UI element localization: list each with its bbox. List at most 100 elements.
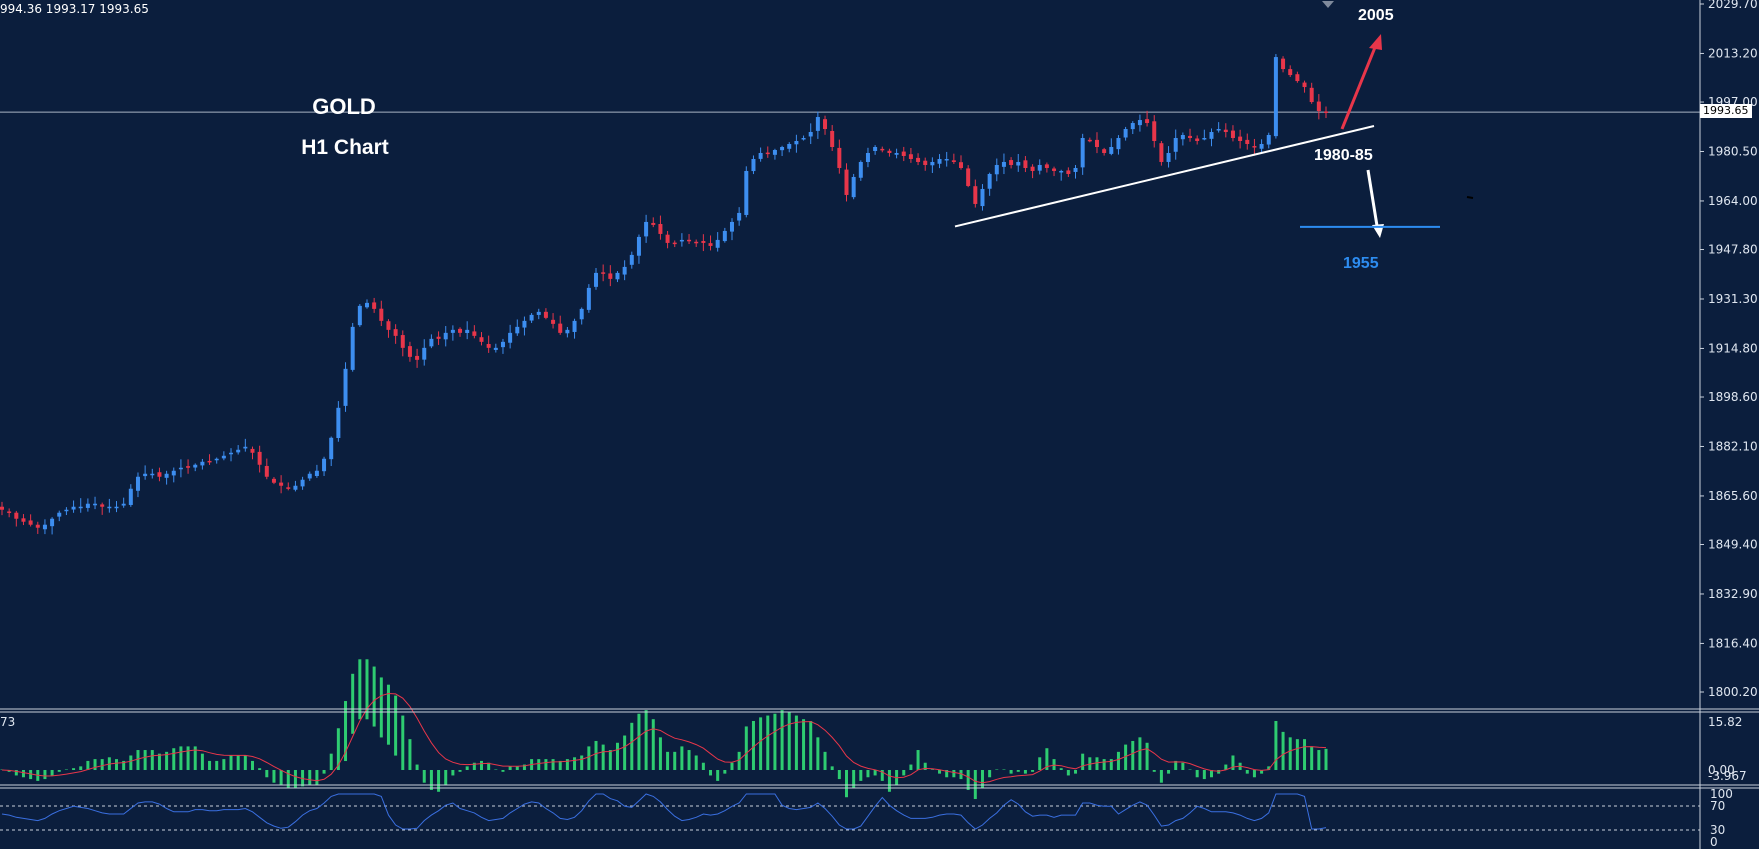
macd-bar bbox=[966, 770, 970, 790]
candle-body bbox=[1137, 120, 1142, 126]
macd-bar bbox=[200, 753, 204, 770]
macd-bar bbox=[351, 673, 355, 734]
candle-body bbox=[314, 470, 319, 477]
candle-body bbox=[880, 148, 885, 151]
candle-body bbox=[286, 487, 291, 489]
macd-bar bbox=[601, 744, 605, 770]
macd-bar bbox=[744, 726, 748, 770]
candle-body bbox=[1202, 138, 1207, 140]
macd-tick-label: 15.82 bbox=[1708, 715, 1742, 729]
macd-bar bbox=[1145, 742, 1149, 770]
candle-body bbox=[665, 234, 670, 243]
candle-body bbox=[14, 512, 19, 519]
target-down-arrow bbox=[1366, 169, 1380, 233]
candle-body bbox=[1094, 139, 1099, 147]
macd-bar bbox=[93, 759, 97, 770]
candle-body bbox=[271, 478, 276, 483]
price-pane bbox=[0, 1, 1700, 535]
candle-body bbox=[357, 305, 362, 326]
macd-bar bbox=[193, 746, 197, 770]
macd-bar bbox=[830, 766, 834, 770]
candle-body bbox=[565, 329, 570, 334]
price-tick-label: 1947.80 bbox=[1708, 243, 1758, 257]
candle-body bbox=[529, 314, 534, 321]
macd-bar bbox=[630, 722, 634, 770]
macd-bar bbox=[472, 762, 476, 770]
candle-body bbox=[758, 152, 763, 159]
macd-bar bbox=[272, 770, 276, 783]
macd-signal-line bbox=[1, 692, 1327, 784]
candle-body bbox=[837, 147, 842, 168]
candle-body bbox=[672, 242, 677, 245]
macd-bar bbox=[129, 755, 133, 770]
price-tick-label: 1849.40 bbox=[1708, 538, 1758, 552]
candle-body bbox=[1316, 101, 1321, 112]
macd-bar bbox=[880, 770, 884, 781]
macd-bar bbox=[1295, 739, 1299, 770]
candle-body bbox=[436, 336, 441, 339]
candle-body bbox=[987, 173, 992, 189]
timeframe-title: H1 Chart bbox=[301, 136, 389, 159]
macd-left-label: 73 bbox=[0, 715, 15, 729]
candle-body bbox=[1016, 161, 1021, 166]
candle-body bbox=[1037, 164, 1042, 171]
macd-bar bbox=[279, 770, 283, 785]
candle-body bbox=[336, 407, 341, 439]
candle-body bbox=[772, 149, 777, 155]
macd-bar bbox=[816, 737, 820, 770]
candle-body bbox=[729, 221, 734, 232]
candle-body bbox=[78, 506, 83, 509]
current-price-tag: 1993.65 bbox=[1700, 104, 1752, 118]
candle-body bbox=[644, 221, 649, 237]
candle-body bbox=[858, 161, 863, 178]
macd-bar bbox=[1181, 762, 1185, 770]
macd-bar bbox=[1138, 737, 1142, 770]
candle-body bbox=[1259, 143, 1264, 149]
candle-body bbox=[930, 161, 935, 166]
candle-body bbox=[443, 332, 448, 340]
candle-body bbox=[343, 368, 348, 406]
macd-bar bbox=[995, 769, 999, 770]
candle-body bbox=[1059, 170, 1064, 173]
macd-bar bbox=[673, 751, 677, 770]
candle-body bbox=[250, 448, 255, 453]
candle-body bbox=[186, 466, 191, 468]
macd-bar bbox=[329, 753, 333, 770]
rsi-tick-label: 100 bbox=[1710, 787, 1733, 801]
candle-body bbox=[823, 119, 828, 130]
candle-body bbox=[200, 461, 205, 466]
macd-bar bbox=[494, 769, 498, 770]
macd-bar bbox=[930, 769, 934, 770]
price-tick-label: 1816.40 bbox=[1708, 636, 1758, 650]
candle-body bbox=[694, 241, 699, 244]
symbol-title: GOLD bbox=[312, 94, 376, 119]
macd-bar bbox=[372, 666, 376, 727]
target-up-arrowhead bbox=[1369, 34, 1382, 50]
candle-body bbox=[264, 465, 269, 477]
trendline bbox=[954, 125, 1375, 228]
macd-bar bbox=[759, 717, 763, 770]
candle-body bbox=[393, 329, 398, 336]
candle-body bbox=[980, 188, 985, 207]
candle-body bbox=[1295, 74, 1300, 82]
candle-body bbox=[486, 344, 491, 348]
macd-bar bbox=[980, 770, 984, 789]
candle-body bbox=[608, 273, 613, 279]
candle-body bbox=[636, 236, 641, 256]
candle-body bbox=[994, 164, 999, 175]
macd-bar bbox=[737, 751, 741, 770]
macd-bar bbox=[766, 715, 770, 770]
candle-body bbox=[579, 308, 584, 320]
macd-bar bbox=[429, 770, 433, 790]
macd-bar bbox=[651, 719, 655, 770]
macd-bar bbox=[1310, 746, 1314, 770]
macd-bar bbox=[952, 770, 956, 778]
macd-bar bbox=[623, 735, 627, 770]
candle-body bbox=[1273, 57, 1278, 137]
macd-bar bbox=[386, 684, 390, 745]
macd-bar bbox=[229, 755, 233, 770]
macd-bar bbox=[887, 770, 891, 792]
macd-bar bbox=[57, 770, 61, 772]
rsi-tick-label: 30 bbox=[1710, 823, 1725, 837]
